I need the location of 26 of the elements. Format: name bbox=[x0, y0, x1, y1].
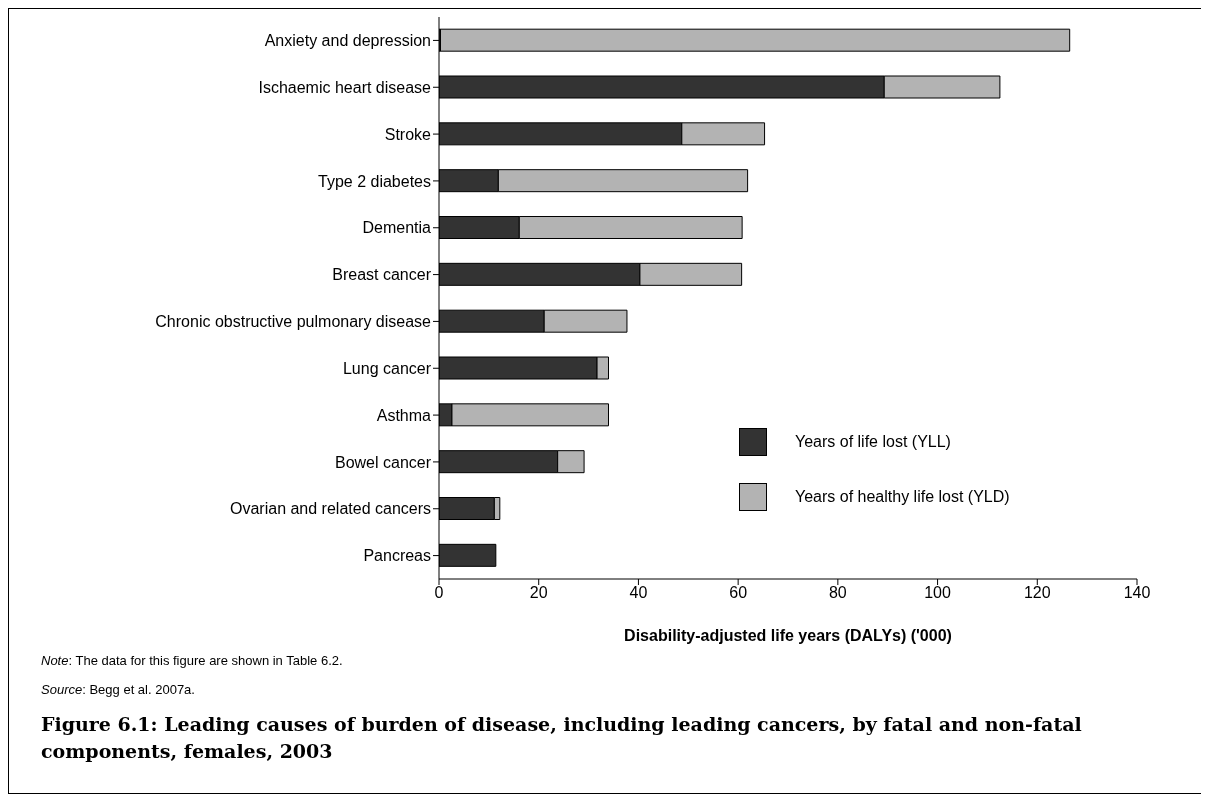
x-tick-label: 80 bbox=[828, 584, 847, 602]
x-tick-label: 20 bbox=[529, 584, 548, 602]
legend-label: Years of life lost (YLL) bbox=[795, 432, 951, 451]
x-tick-label: 100 bbox=[924, 584, 952, 602]
y-tick-label: Anxiety and depression bbox=[264, 32, 431, 50]
y-tick-label: Breast cancer bbox=[332, 266, 432, 284]
x-axis-title: Disability-adjusted life years (DALYs) ('000) bbox=[624, 627, 952, 644]
y-tick-label: Ovarian and related cancers bbox=[230, 500, 431, 518]
y-tick-label: Stroke bbox=[384, 125, 432, 143]
source-note: Source: Begg et al. 2007a. bbox=[41, 682, 195, 697]
x-tick-label: 120 bbox=[1023, 584, 1051, 602]
y-tick-label: Pancreas bbox=[363, 547, 431, 565]
text: Figure 6.1: Leading causes of burden of disease, including leading cancers, by fatal and non-fatal components, females, 2003 bbox=[41, 712, 1083, 764]
y-tick-label: Chronic obstructive pulmonary disease bbox=[155, 313, 432, 331]
text: Note: The data for this figure are shown in Table 6.2. bbox=[41, 653, 343, 668]
y-tick-label: Bowel cancer bbox=[334, 453, 432, 471]
y-tick-label: Dementia bbox=[362, 219, 432, 237]
y-tick-label: Lung cancer bbox=[342, 359, 432, 377]
y-tick-label: Ischaemic heart disease bbox=[258, 78, 432, 96]
y-tick-label: Asthma bbox=[376, 406, 432, 424]
x-tick-label: 0 bbox=[434, 584, 444, 602]
x-tick-label: 140 bbox=[1123, 584, 1151, 602]
legend-label: Years of healthy life lost (YLD) bbox=[795, 487, 1010, 506]
y-tick-label: Type 2 diabetes bbox=[318, 172, 431, 190]
x-tick-label: 40 bbox=[629, 584, 648, 602]
x-tick-label: 60 bbox=[729, 584, 748, 602]
